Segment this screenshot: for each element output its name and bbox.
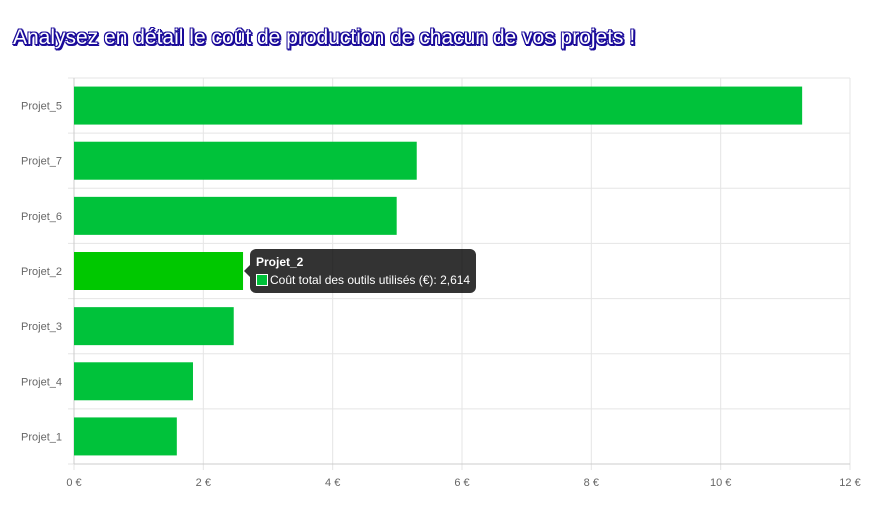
x-tick-label: 4 € [325, 477, 340, 489]
bar [74, 196, 397, 235]
y-tick-label: Projet_2 [21, 266, 62, 278]
x-tick-label: 0 € [66, 477, 81, 489]
x-tick-label: 6 € [454, 477, 469, 489]
y-tick-label: Projet_6 [21, 211, 62, 223]
bar [74, 362, 193, 401]
bar [74, 252, 244, 290]
x-tick-label: 2 € [196, 477, 211, 489]
tooltip-label: Coût total des outils utilisés (€): 2,61… [270, 273, 471, 287]
x-tick-label: 8 € [584, 477, 599, 489]
tooltip: Projet_2 Coût total des outils utilisés … [243, 249, 477, 293]
y-tick-label: Projet_7 [21, 156, 62, 168]
bar [74, 86, 803, 125]
y-tick-label: Projet_3 [21, 321, 62, 333]
page-title: Analysez en détail le coût de production… [13, 26, 636, 49]
bar [74, 307, 234, 346]
y-tick-label: Projet_5 [21, 101, 62, 113]
y-tick-label: Projet_1 [21, 431, 62, 443]
bar [74, 417, 177, 456]
x-tick-label: 12 € [839, 477, 860, 489]
tooltip-swatch [256, 274, 268, 286]
bar [74, 141, 417, 180]
x-tick-label: 10 € [710, 477, 731, 489]
y-tick-label: Projet_4 [21, 376, 62, 388]
tooltip-title: Projet_2 [256, 255, 304, 269]
